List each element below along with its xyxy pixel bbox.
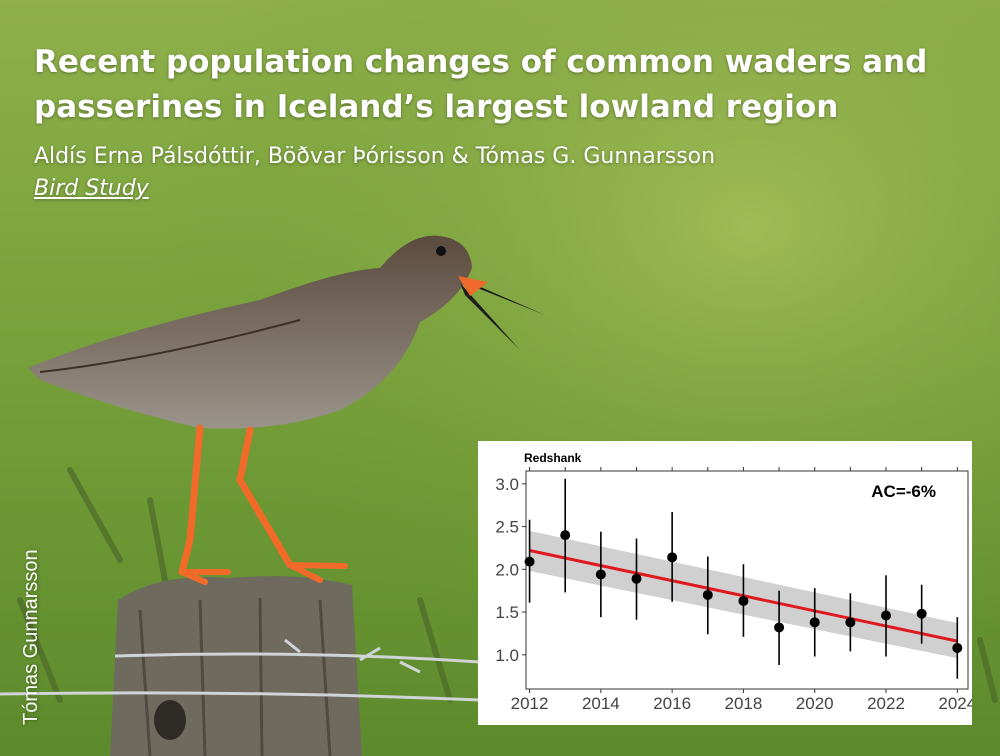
- data-point: [560, 530, 571, 541]
- data-point: [809, 617, 820, 628]
- y-tick-label: 2.5: [495, 518, 519, 537]
- redshank-trend-chart: Redshank AC=-6% 1.0 1.5 2.0 2.5 3.0 2012 2014 2…: [495, 451, 972, 713]
- x-tick-label: 2020: [796, 694, 834, 713]
- y-tick-label: 3.0: [495, 475, 519, 494]
- x-tick-label: 2014: [582, 694, 620, 713]
- article-title: Recent population changes of common wade…: [34, 44, 928, 125]
- plot-frame: [525, 470, 969, 690]
- journal-link[interactable]: Bird Study: [34, 176, 149, 201]
- data-point: [702, 589, 713, 600]
- data-point: [845, 617, 856, 628]
- x-tick-label: 2024: [938, 694, 972, 713]
- x-tick-label: 2012: [511, 694, 549, 713]
- x-tick-label: 2018: [725, 694, 763, 713]
- barbed-wire: [0, 638, 481, 702]
- chart-panel: Redshank AC=-6% 1.0 1.5 2.0 2.5 3.0 2012 2014 2…: [478, 441, 972, 725]
- y-tick-label: 1.5: [495, 603, 519, 622]
- y-tick-label: 2.0: [495, 560, 519, 579]
- chart-annotation: AC=-6%: [871, 482, 936, 501]
- chart-title: Redshank: [524, 451, 582, 465]
- data-point: [667, 552, 678, 563]
- data-point: [631, 573, 642, 584]
- article-authors: Aldís Erna Pálsdóttir, Böðvar Þórisson &…: [34, 144, 716, 169]
- fence-post: [110, 576, 362, 756]
- data-point: [524, 556, 535, 567]
- photo-credit: Tómas Gunnarsson: [20, 549, 42, 725]
- data-point: [952, 642, 963, 653]
- data-point: [881, 610, 892, 621]
- redshank-bird-icon: [28, 235, 545, 585]
- data-point: [595, 569, 606, 580]
- data-point: [916, 608, 927, 619]
- x-tick-label: 2022: [867, 694, 905, 713]
- grass-stems: [17, 467, 998, 703]
- data-point: [774, 622, 785, 633]
- y-tick-label: 1.0: [495, 646, 519, 665]
- data-point: [738, 595, 749, 606]
- x-tick-label: 2016: [653, 694, 691, 713]
